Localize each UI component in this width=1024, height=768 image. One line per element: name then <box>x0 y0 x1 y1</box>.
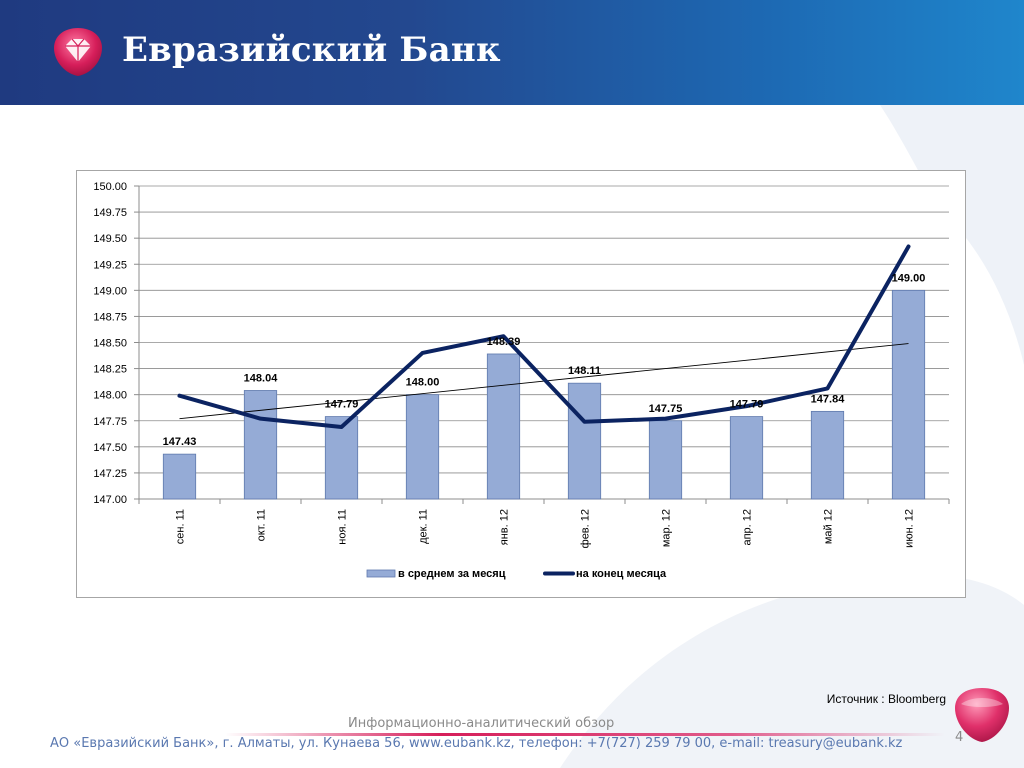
source-note: Источник : Bloomberg <box>826 692 946 706</box>
data-label: 147.75 <box>649 403 683 415</box>
bar <box>891 289 926 500</box>
footer-divider <box>225 733 945 736</box>
bar <box>324 416 359 500</box>
y-tick-label: 147.25 <box>93 468 127 480</box>
y-tick-label: 148.25 <box>93 364 127 376</box>
y-tick-label: 148.00 <box>93 390 127 402</box>
data-label: 147.79 <box>730 399 764 411</box>
legend-label: на конец месяца <box>576 568 667 580</box>
data-label: 147.79 <box>325 399 359 411</box>
bar <box>243 390 278 500</box>
data-label: 148.11 <box>568 365 601 377</box>
bank-name: Евразийский Банк <box>122 30 501 70</box>
data-label: 148.00 <box>406 377 440 389</box>
bar <box>729 416 764 500</box>
x-tick-label: мар. 12 <box>661 509 673 547</box>
y-tick-label: 149.75 <box>93 207 127 219</box>
header-bar: Евразийский Банк <box>0 0 1024 105</box>
data-label: 148.04 <box>244 372 279 384</box>
page-number: 4 <box>955 730 964 745</box>
background-swoosh <box>560 105 1024 768</box>
legend-label: в среднем за месяц <box>398 568 506 580</box>
bar <box>405 394 440 500</box>
decorative-gem-icon <box>955 688 1009 742</box>
x-tick-label: июн. 12 <box>904 509 916 548</box>
footer-title: Информационно-аналитический обзор <box>348 716 615 731</box>
x-tick-label: янв. 12 <box>499 509 511 545</box>
y-tick-label: 147.75 <box>93 416 127 428</box>
y-tick-label: 148.50 <box>93 338 127 350</box>
bar <box>567 382 602 500</box>
chart-frame: 147.00 147.25 147.50 147.75 148.00 148.25 148.… <box>76 170 966 598</box>
x-tick-label: апр. 12 <box>742 509 754 546</box>
x-tick-label: фев. 12 <box>580 509 592 548</box>
y-tick-label: 149.00 <box>93 285 127 297</box>
y-tick-label: 148.75 <box>93 311 127 323</box>
x-tick-label: май 12 <box>823 509 835 544</box>
y-tick-label: 150.00 <box>93 181 127 193</box>
footer-contacts: АО «Евразийский Банк», г. Алматы, ул. Ку… <box>50 736 903 751</box>
chart: 147.00 147.25 147.50 147.75 148.00 148.25 148.… <box>93 181 950 580</box>
x-tick-label: сен. 11 <box>175 509 187 544</box>
x-tick-label: окт. 11 <box>256 509 268 541</box>
y-tick-label: 147.50 <box>93 442 127 454</box>
data-label: 147.84 <box>811 393 846 405</box>
y-tick-label: 147.00 <box>93 494 127 506</box>
bar <box>162 453 197 500</box>
data-label: 148.39 <box>487 336 521 348</box>
bar <box>648 420 683 500</box>
data-label: 147.43 <box>163 436 197 448</box>
y-tick-label: 149.50 <box>93 233 127 245</box>
x-tick-label: ноя. 11 <box>337 509 349 545</box>
bar <box>486 353 521 500</box>
data-label: 149.00 <box>892 272 926 284</box>
line-series <box>177 244 911 430</box>
bar <box>810 410 845 500</box>
x-tick-label: дек. 11 <box>418 509 430 544</box>
legend-bar-swatch <box>366 569 396 578</box>
y-tick-label: 149.25 <box>93 259 127 271</box>
bank-logo-gem-icon <box>54 28 102 76</box>
